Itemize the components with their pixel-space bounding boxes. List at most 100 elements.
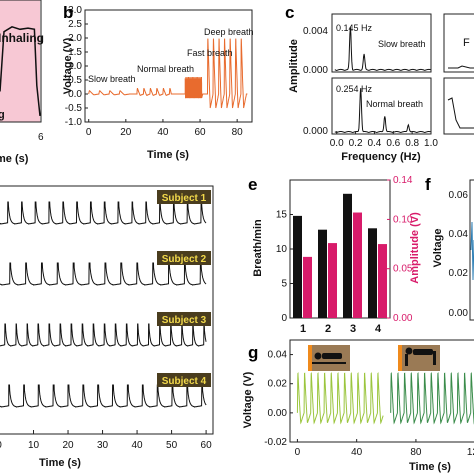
panel-e-bar-breath bbox=[293, 215, 302, 318]
lying-person-icon bbox=[308, 345, 350, 371]
panel-e-bar-amplitude bbox=[303, 256, 312, 318]
panel-d-frame bbox=[0, 185, 214, 435]
panel-a-xtick: 6 bbox=[38, 132, 44, 143]
panel-e-ytick: 0 bbox=[281, 313, 287, 324]
panel-f: f Voltage 0.06 0.04 0.02 0.00 bbox=[425, 175, 474, 321]
panel-e-xtick: 3 bbox=[350, 323, 356, 335]
panel-e-ytick-right: 0.00 bbox=[393, 313, 413, 324]
panel-c-right-partial-trace-2 bbox=[447, 97, 474, 129]
panel-g-xtick: 0 bbox=[295, 447, 301, 458]
panel-e: e Breath/min Amplitude (V) 1 2 3 4 0 5 10 15 0.… bbox=[248, 175, 421, 335]
panel-d-subject-badge bbox=[157, 373, 211, 387]
panel-d-signal bbox=[0, 201, 207, 225]
panel-c-normal-spectrum bbox=[334, 87, 431, 134]
standing-person-icon bbox=[398, 345, 440, 371]
panel-b-xtick: 80 bbox=[232, 127, 244, 138]
panel-e-bars: 1 2 3 4 bbox=[293, 193, 387, 335]
panel-e-xtick: 1 bbox=[300, 323, 306, 335]
panel-d-xtick: 30 bbox=[97, 440, 109, 451]
panel-d-signal bbox=[0, 323, 207, 347]
panel-c-normal-peak-label: 0.254 Hz bbox=[336, 84, 373, 94]
panel-g-ytick: 0.04 bbox=[268, 350, 288, 361]
panel-b-label-deep: Deep breath bbox=[204, 27, 254, 37]
panel-g-xtick: 40 bbox=[351, 447, 363, 458]
panel-c-xlabel: Frequency (Hz) bbox=[341, 151, 421, 163]
panel-e-bar-breath bbox=[343, 193, 352, 318]
panel-d-subject-badge bbox=[157, 251, 211, 265]
panel-g-ylabel: Voltage (V) bbox=[242, 371, 254, 428]
panel-b-label-normal: Normal breath bbox=[137, 64, 194, 74]
panel-b-xtick: 60 bbox=[194, 127, 206, 138]
panel-c-xaxis: 0.0 0.2 0.4 0.6 0.8 1.0 bbox=[330, 131, 438, 149]
panel-c-normal-title: Normal breath bbox=[366, 99, 423, 109]
panel-a: Inhaling g 6 me (s) bbox=[0, 0, 44, 165]
panel-c-letter: c bbox=[285, 3, 294, 22]
panel-d-rows: Subject 1 Subject 2 Subject 3 Subject 4 bbox=[0, 190, 211, 408]
panel-b-xtick: 40 bbox=[157, 127, 169, 138]
panel-e-bar-amplitude bbox=[328, 243, 337, 318]
panel-g-ytick: 0.02 bbox=[268, 379, 288, 390]
panel-e-ytick: 5 bbox=[281, 279, 287, 290]
panel-b-letter: b bbox=[63, 3, 73, 22]
panel-a-shaded-region bbox=[0, 0, 40, 122]
panel-b-ytick: 0.0 bbox=[68, 89, 82, 100]
panel-c-ylabel: Amplitude bbox=[288, 39, 300, 93]
panel-b-signal bbox=[88, 38, 248, 109]
panel-b-label-slow: Slow breath bbox=[88, 74, 136, 84]
panel-e-ylabel-right: Amplitude (V) bbox=[409, 212, 421, 284]
panel-d-subject-label: Subject 2 bbox=[162, 254, 207, 265]
panel-d-subject-label: Subject 4 bbox=[162, 376, 207, 387]
panel-e-axes: 0 5 10 15 0.00 0.05 0.10 0.14 bbox=[276, 175, 413, 324]
panel-a-signal bbox=[0, 25, 41, 116]
panel-g-axes: -0.02 0.00 0.02 0.04 0 40 80 120 bbox=[264, 350, 474, 458]
panel-c-xtick: 0.6 bbox=[386, 138, 400, 149]
panel-c-right-top-frame bbox=[443, 13, 474, 73]
panel-d-subject-badge bbox=[157, 190, 211, 204]
panel-c-xtick: 0.4 bbox=[367, 138, 381, 149]
panel-f-letter: f bbox=[425, 175, 431, 194]
panel-c-right-partial-trace bbox=[448, 65, 474, 69]
panel-b-ytick: 1.5 bbox=[68, 47, 82, 58]
panel-c-xtick: 0.2 bbox=[349, 138, 363, 149]
panel-c-ytick: 0.004 bbox=[303, 26, 328, 37]
panel-b-ytick: 0.5 bbox=[68, 75, 82, 86]
panel-e-ytick: 15 bbox=[276, 210, 288, 221]
panel-b-ytick: -0.5 bbox=[65, 103, 83, 114]
panel-e-bar-amplitude bbox=[353, 212, 362, 318]
panel-c-xtick: 1.0 bbox=[424, 138, 438, 149]
panel-d-xlabel: Time (s) bbox=[39, 457, 81, 469]
panel-c-slow-spectrum bbox=[334, 27, 431, 72]
panel-g-signal-lying bbox=[296, 372, 384, 425]
panel-b-xaxis: 0 20 40 60 80 bbox=[86, 119, 243, 138]
panel-d-subject-label: Subject 1 bbox=[162, 193, 207, 204]
panel-e-xtick: 4 bbox=[375, 323, 382, 335]
panel-a-xlabel: me (s) bbox=[0, 153, 29, 165]
panel-g-xtick: 120 bbox=[467, 447, 474, 458]
panel-e-xtick: 2 bbox=[325, 323, 331, 335]
panel-f-frame bbox=[469, 179, 474, 321]
panel-c-slow-peak-label: 0.145 Hz bbox=[336, 23, 373, 33]
panel-g-xlabel: Time (s) bbox=[409, 461, 451, 473]
panel-e-ylabel-left: Breath/min bbox=[252, 219, 264, 277]
panel-a-frame bbox=[0, 0, 42, 123]
panel-d-xtick: 20 bbox=[62, 440, 74, 451]
panel-c-right-bottom-frame bbox=[443, 77, 474, 135]
panel-e-bar-breath bbox=[368, 228, 377, 318]
panel-c-right-partial-label: F bbox=[463, 37, 470, 49]
panel-e-ytick-right: 0.05 bbox=[393, 264, 413, 275]
panel-d-xtick: 10 bbox=[28, 440, 40, 451]
panel-d: Subject 1 Subject 2 Subject 3 Subject 4 0 10… bbox=[0, 185, 214, 469]
panel-g-letter: g bbox=[248, 343, 258, 362]
panel-e-ytick-right: 0.10 bbox=[393, 214, 413, 225]
panel-b-xlabel: Time (s) bbox=[147, 149, 189, 161]
panel-f-ylabel: Voltage bbox=[432, 229, 444, 268]
panel-b-ytick: 2.0 bbox=[68, 33, 82, 44]
panel-a-annotation: Inhaling bbox=[0, 31, 44, 45]
panel-c-ytick: 0.000 bbox=[303, 126, 328, 137]
panel-b-ytick: 1.0 bbox=[68, 61, 82, 72]
panel-g-signal-standing bbox=[390, 372, 474, 425]
panel-d-signal bbox=[0, 262, 207, 286]
panel-b-xtick: 0 bbox=[86, 127, 92, 138]
panel-d-subject-badge bbox=[157, 312, 211, 326]
panel-g-frame bbox=[289, 339, 474, 443]
